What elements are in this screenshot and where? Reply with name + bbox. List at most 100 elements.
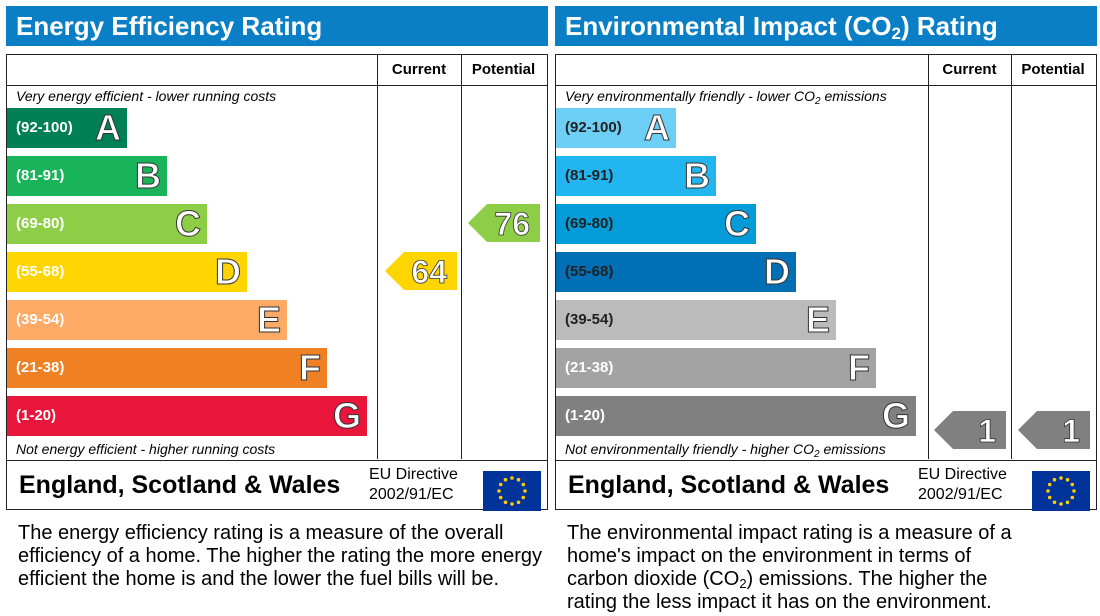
- flag-star: [516, 500, 521, 505]
- band-letter-label: E: [805, 299, 830, 340]
- environmental-impact-panel: Environmental Impact (CO2) Rating Curren…: [555, 6, 1097, 511]
- band-range-label: (39-54): [16, 311, 65, 328]
- caption-text: Not environmentally friendly - higher CO: [565, 441, 814, 457]
- energy-chart-frame: Current Potential Very energy efficient …: [6, 54, 548, 511]
- flag-star: [523, 489, 527, 493]
- flag-star: [498, 495, 503, 500]
- potential-column-header: Potential: [1021, 61, 1085, 78]
- flag-star: [503, 477, 508, 482]
- caption-text-end: emissions: [819, 441, 886, 457]
- country-label: England, Scotland & Wales: [19, 471, 341, 499]
- current-column-header: Current: [391, 61, 447, 78]
- band-g: (1-20) G: [7, 395, 367, 436]
- band-c: (69-80) C: [7, 203, 207, 244]
- bottom-caption: Not environmentally friendly - higher CO…: [565, 441, 886, 460]
- band-range-label: (1-20): [565, 407, 606, 424]
- energy-efficiency-panel: Energy Efficiency Rating Current Potenti…: [6, 6, 548, 511]
- potential-column-divider: [461, 55, 462, 459]
- title-text-end: ) Rating: [900, 11, 998, 41]
- flag-star: [497, 489, 501, 493]
- band-c: (69-80) C: [556, 203, 756, 244]
- band-letter-label: G: [881, 395, 910, 436]
- potential-column-divider: [1011, 55, 1012, 459]
- country-label: England, Scotland & Wales: [568, 471, 890, 499]
- flag-star: [1047, 495, 1052, 500]
- title-text: Environmental Impact (CO: [565, 11, 892, 41]
- band-letter-label: B: [135, 155, 162, 196]
- band-range-label: (92-100): [16, 119, 73, 136]
- band-d: (55-68) D: [7, 251, 247, 292]
- header-divider: [556, 85, 1096, 86]
- band-d: (55-68) D: [556, 251, 796, 292]
- flag-star: [510, 476, 514, 480]
- top-caption: Very environmentally friendly - lower CO…: [565, 88, 887, 107]
- directive-line1: EU Directive: [918, 466, 1007, 483]
- eu-directive: EU Directive 2002/91/EC: [918, 465, 1007, 505]
- top-caption: Very energy efficient - lower running co…: [16, 88, 277, 104]
- energy-description: The energy efficiency rating is a measur…: [18, 522, 543, 590]
- band-a: (92-100) A: [7, 107, 127, 148]
- directive-line2: 2002/91/EC: [369, 486, 454, 503]
- flag-star: [516, 477, 521, 482]
- band-b: (81-91) B: [7, 155, 167, 196]
- band-letter-label: B: [684, 155, 711, 196]
- current-arrow-shape: [385, 252, 457, 290]
- flag-star: [521, 495, 526, 500]
- bottom-caption: Not energy efficient - higher running co…: [16, 441, 276, 457]
- potential-arrow-shape: [468, 204, 540, 242]
- caption-text: Very environmentally friendly - lower CO: [565, 88, 816, 104]
- description-subscript: 2: [739, 576, 747, 591]
- header-divider: [7, 85, 547, 86]
- band-range-label: (21-38): [16, 359, 65, 376]
- current-rating-arrow: 64: [385, 252, 457, 295]
- current-rating-value: 1: [978, 413, 996, 449]
- flag-star: [1072, 489, 1076, 493]
- title-subscript: 2: [891, 24, 901, 43]
- eu-directive: EU Directive 2002/91/EC: [369, 465, 458, 505]
- current-column-divider: [377, 55, 378, 459]
- caption-subscript: 2: [815, 96, 821, 107]
- band-range-label: (39-54): [565, 311, 614, 328]
- band-letter-label: E: [256, 299, 281, 340]
- flag-star: [521, 482, 526, 487]
- flag-star: [1065, 477, 1070, 482]
- potential-arrow-shape: [1018, 411, 1090, 449]
- footer-divider: [556, 460, 1096, 461]
- eu-flag-icon: [1032, 471, 1090, 511]
- flag-star: [1052, 500, 1057, 505]
- band-f: (21-38) F: [556, 347, 876, 388]
- directive-line2: 2002/91/EC: [918, 486, 1003, 503]
- band-range-label: (81-91): [565, 167, 614, 184]
- flag-star: [510, 502, 514, 506]
- band-letter-label: C: [724, 203, 751, 244]
- band-range-label: (1-20): [16, 407, 57, 424]
- flag-star: [1047, 482, 1052, 487]
- band-b: (81-91) B: [556, 155, 716, 196]
- current-rating-arrow: 1: [934, 411, 1006, 454]
- band-range-label: (55-68): [16, 263, 65, 280]
- environment-chart-frame: Current Potential Very environmentally f…: [555, 54, 1097, 511]
- eu-flag-icon: [483, 471, 541, 511]
- band-range-label: (69-80): [565, 215, 614, 232]
- band-letter-label: A: [95, 107, 122, 148]
- band-range-label: (69-80): [16, 215, 65, 232]
- band-e: (39-54) E: [7, 299, 287, 340]
- band-letter-label: D: [764, 251, 791, 292]
- description-text-end: ) emissions. The higher the rating the l…: [567, 568, 992, 613]
- flag-star: [1065, 500, 1070, 505]
- caption-text-end: emissions: [820, 88, 887, 104]
- band-letter-label: A: [644, 107, 671, 148]
- current-column-divider: [928, 55, 929, 459]
- flag-star: [503, 500, 508, 505]
- flag-star: [1070, 482, 1075, 487]
- flag-star: [498, 482, 503, 487]
- potential-rating-value: 1: [1062, 413, 1080, 449]
- caption-subscript: 2: [814, 449, 820, 460]
- energy-panel-title: Energy Efficiency Rating: [6, 6, 548, 46]
- potential-rating-arrow: 76: [468, 204, 540, 247]
- description-text: The environmental impact rating is a mea…: [567, 522, 1012, 590]
- environment-description: The environmental impact rating is a mea…: [567, 522, 1017, 614]
- current-column-header: Current: [942, 61, 997, 78]
- footer-divider: [7, 460, 547, 461]
- band-a: (92-100) A: [556, 107, 676, 148]
